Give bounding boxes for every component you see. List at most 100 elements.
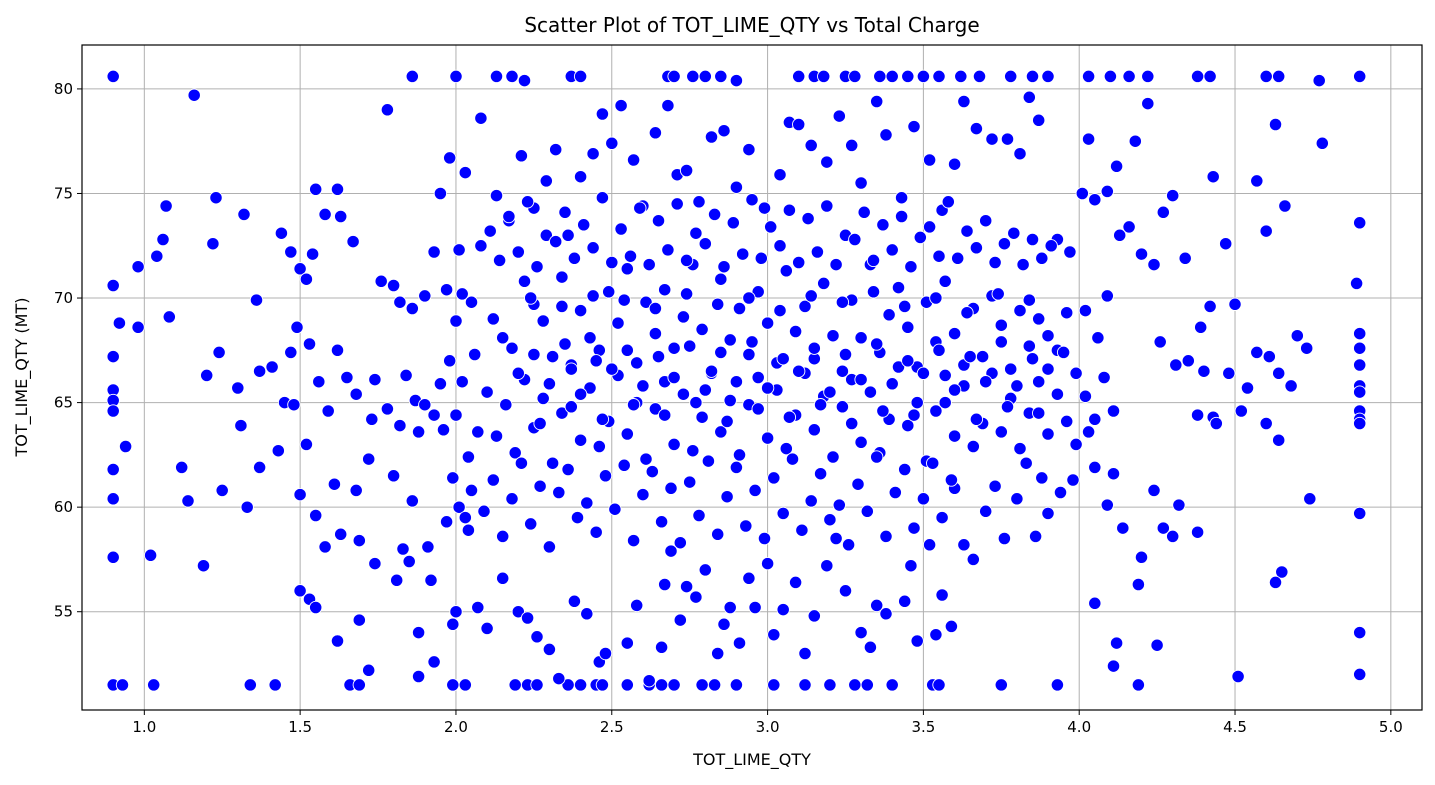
data-point bbox=[573, 433, 588, 447]
data-point bbox=[1131, 678, 1146, 692]
data-point bbox=[402, 554, 416, 569]
data-point bbox=[757, 531, 772, 546]
data-point bbox=[813, 398, 828, 412]
data-point bbox=[723, 393, 737, 408]
data-point bbox=[1116, 521, 1130, 535]
data-point bbox=[424, 573, 438, 587]
data-point bbox=[1100, 184, 1114, 199]
data-point bbox=[309, 182, 323, 196]
data-point bbox=[411, 425, 426, 439]
data-point bbox=[667, 437, 681, 452]
data-point bbox=[823, 385, 837, 399]
x-axis-ticks: 1.0 1.5 2.0 2.5 3.0 3.5 4.0 4.5 5.0 bbox=[132, 710, 1403, 736]
data-point bbox=[1209, 416, 1223, 431]
data-point bbox=[595, 412, 610, 426]
data-point bbox=[1353, 216, 1367, 230]
data-point bbox=[393, 295, 407, 309]
data-point bbox=[1106, 659, 1121, 673]
data-point bbox=[667, 370, 681, 385]
data-point bbox=[636, 487, 650, 502]
data-point bbox=[474, 111, 488, 125]
data-point bbox=[1315, 136, 1329, 150]
data-point bbox=[318, 207, 332, 222]
data-point bbox=[368, 372, 382, 387]
data-point bbox=[898, 462, 912, 477]
data-point bbox=[1028, 529, 1043, 544]
data-point bbox=[963, 349, 977, 364]
data-point bbox=[891, 360, 906, 374]
data-point bbox=[396, 542, 410, 556]
data-point bbox=[801, 211, 815, 226]
data-point bbox=[701, 454, 716, 468]
data-point bbox=[829, 531, 843, 546]
data-point bbox=[1010, 492, 1024, 506]
data-point bbox=[115, 678, 130, 692]
data-point bbox=[745, 193, 759, 207]
data-point bbox=[863, 640, 878, 654]
data-point bbox=[947, 429, 962, 443]
data-point bbox=[589, 525, 603, 539]
data-point bbox=[1190, 525, 1205, 539]
data-point bbox=[1013, 441, 1027, 456]
data-point bbox=[661, 98, 675, 113]
data-point bbox=[651, 214, 666, 228]
data-point bbox=[929, 404, 943, 418]
data-point bbox=[916, 69, 931, 84]
data-point bbox=[1066, 473, 1080, 487]
y-tick-label: 55 bbox=[54, 603, 73, 621]
data-point bbox=[779, 264, 793, 278]
data-point bbox=[1050, 387, 1065, 401]
data-point bbox=[520, 611, 535, 625]
data-point bbox=[1097, 370, 1111, 385]
data-point bbox=[309, 508, 323, 523]
data-point bbox=[820, 199, 834, 213]
data-point bbox=[443, 354, 457, 368]
data-point bbox=[773, 168, 787, 182]
data-point bbox=[209, 191, 223, 205]
data-point bbox=[505, 341, 519, 355]
data-point bbox=[760, 381, 775, 395]
data-point bbox=[944, 619, 959, 634]
data-point bbox=[633, 201, 647, 215]
data-point bbox=[817, 69, 831, 84]
data-point bbox=[714, 272, 728, 286]
data-point bbox=[661, 243, 675, 257]
data-point bbox=[913, 230, 927, 245]
data-point bbox=[736, 247, 750, 261]
data-point bbox=[159, 199, 173, 213]
data-point bbox=[1197, 364, 1211, 378]
data-point bbox=[436, 423, 451, 437]
data-point bbox=[676, 310, 691, 324]
data-point bbox=[514, 149, 529, 163]
data-point bbox=[1147, 483, 1161, 498]
data-point bbox=[1150, 638, 1164, 652]
data-point bbox=[1022, 90, 1036, 104]
data-point bbox=[835, 364, 850, 378]
data-point bbox=[866, 253, 881, 268]
data-point bbox=[1088, 596, 1102, 610]
data-point bbox=[1312, 73, 1326, 88]
data-point bbox=[131, 260, 145, 274]
data-point bbox=[1300, 341, 1314, 355]
data-point bbox=[240, 500, 254, 514]
data-point bbox=[106, 404, 120, 418]
data-point bbox=[969, 241, 984, 255]
data-point bbox=[386, 469, 401, 483]
data-point bbox=[1156, 521, 1170, 535]
data-point bbox=[252, 364, 267, 378]
data-point bbox=[704, 364, 719, 378]
data-point bbox=[539, 228, 553, 242]
data-point bbox=[979, 375, 993, 389]
data-point bbox=[848, 69, 862, 84]
data-point bbox=[327, 477, 342, 491]
data-point bbox=[449, 69, 463, 84]
x-tick-label: 3.0 bbox=[756, 718, 780, 736]
data-point bbox=[112, 316, 127, 330]
data-point bbox=[623, 249, 638, 263]
data-point bbox=[196, 559, 211, 573]
data-point bbox=[729, 180, 744, 194]
x-tick-label: 3.5 bbox=[911, 718, 935, 736]
data-point bbox=[1035, 471, 1049, 485]
data-point bbox=[901, 354, 915, 368]
data-point bbox=[595, 678, 610, 692]
